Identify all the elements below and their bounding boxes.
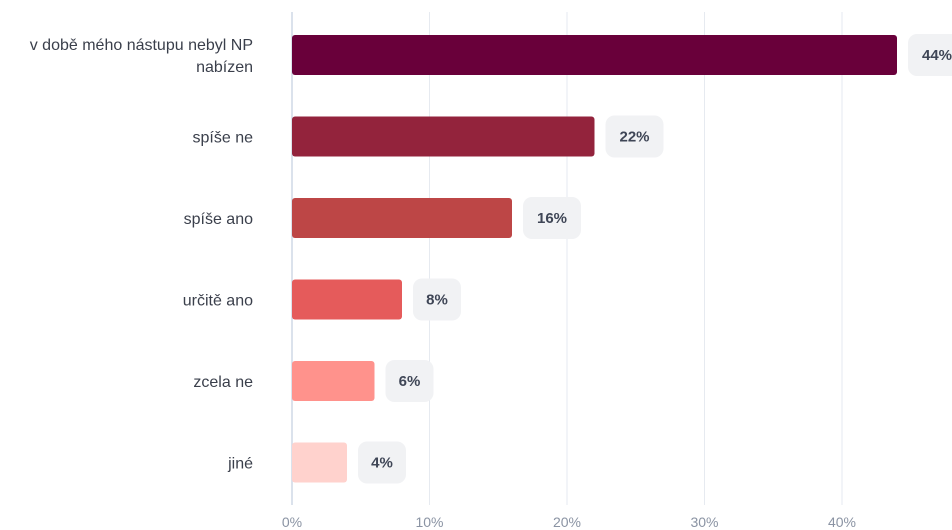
value-badge-3 xyxy=(413,278,461,321)
bar-4 xyxy=(292,361,375,401)
category-label-2: spíše ano xyxy=(184,211,253,228)
x-tick-label-20: 20% xyxy=(553,514,581,530)
value-badge-1 xyxy=(605,115,664,158)
value-labels: 44% 22% 16% 8% 6% 4% xyxy=(358,34,952,484)
bar-3 xyxy=(292,279,402,320)
category-label-0: v době mého nástupu nebyl NP nabízen xyxy=(30,37,253,76)
gridlines xyxy=(291,12,843,505)
value-label-3: 8% xyxy=(426,292,448,309)
x-tick-label-0: 0% xyxy=(282,514,302,530)
value-badge-2 xyxy=(523,197,581,239)
x-axis-ticks: 0% 10% 20% 30% 40% xyxy=(282,514,856,530)
bar-1 xyxy=(292,116,595,157)
value-badge-4 xyxy=(385,360,434,402)
value-label-1: 22% xyxy=(619,129,649,146)
category-labels: v době mého nástupu nebyl NP nabízen spíše… xyxy=(30,37,253,473)
bar-5 xyxy=(292,442,347,483)
value-badge-0 xyxy=(908,34,952,76)
value-label-4: 6% xyxy=(399,373,421,390)
category-label-4: zcela ne xyxy=(193,374,253,391)
value-label-5: 4% xyxy=(371,455,393,472)
x-tick-label-10: 10% xyxy=(415,514,443,530)
value-label-2: 16% xyxy=(537,210,567,227)
category-label-3: určitě ano xyxy=(183,293,253,310)
x-tick-label-30: 30% xyxy=(690,514,718,530)
category-label-1: spíše ne xyxy=(193,130,254,147)
value-badge-5 xyxy=(358,441,406,484)
bars xyxy=(292,35,897,483)
bar-2 xyxy=(292,198,512,238)
x-tick-label-40: 40% xyxy=(828,514,856,530)
value-label-0: 44% xyxy=(922,47,952,64)
bar-0 xyxy=(292,35,897,75)
category-label-5: jiné xyxy=(227,456,253,473)
